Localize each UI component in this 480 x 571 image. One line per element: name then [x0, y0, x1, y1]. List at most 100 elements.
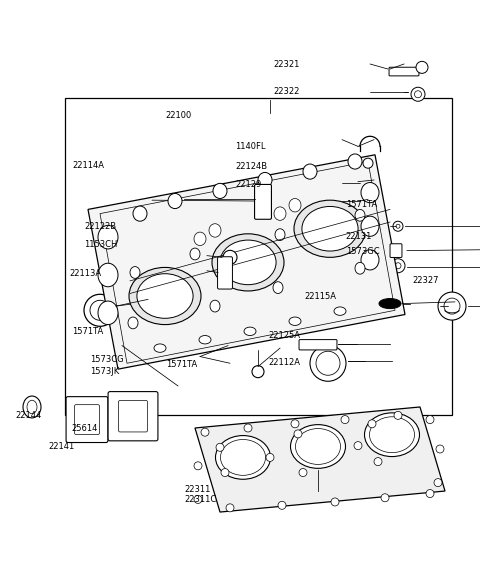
Text: 1153CH: 1153CH	[84, 240, 118, 249]
Text: 1571TA: 1571TA	[166, 360, 197, 369]
Text: 22131: 22131	[346, 232, 372, 241]
Ellipse shape	[154, 344, 166, 352]
Ellipse shape	[127, 343, 133, 349]
Ellipse shape	[274, 207, 286, 220]
Ellipse shape	[90, 300, 110, 320]
Ellipse shape	[438, 292, 466, 320]
Ellipse shape	[362, 176, 374, 188]
Ellipse shape	[216, 436, 271, 479]
Ellipse shape	[361, 250, 379, 270]
Ellipse shape	[290, 425, 346, 468]
FancyBboxPatch shape	[389, 67, 419, 76]
Ellipse shape	[201, 428, 209, 436]
Text: 22311: 22311	[185, 485, 211, 494]
Ellipse shape	[434, 478, 442, 486]
Ellipse shape	[289, 317, 301, 325]
Ellipse shape	[199, 336, 211, 344]
FancyBboxPatch shape	[66, 397, 108, 443]
Text: 22327: 22327	[413, 276, 439, 285]
FancyBboxPatch shape	[74, 405, 99, 435]
Ellipse shape	[379, 299, 401, 308]
Text: 22322: 22322	[274, 87, 300, 95]
Text: 1573JK: 1573JK	[90, 367, 120, 376]
Ellipse shape	[98, 301, 118, 324]
Ellipse shape	[210, 300, 220, 312]
FancyBboxPatch shape	[299, 340, 337, 350]
Ellipse shape	[123, 339, 137, 353]
Bar	[65, 98, 452, 415]
Ellipse shape	[137, 274, 193, 318]
Text: 25614: 25614	[71, 424, 97, 433]
Ellipse shape	[130, 267, 140, 278]
Ellipse shape	[194, 496, 202, 504]
Ellipse shape	[365, 180, 371, 185]
Text: 22144: 22144	[15, 411, 42, 420]
Ellipse shape	[194, 232, 206, 246]
Ellipse shape	[310, 345, 346, 381]
Text: 22321: 22321	[274, 60, 300, 69]
Ellipse shape	[363, 158, 373, 168]
Ellipse shape	[98, 226, 118, 249]
Ellipse shape	[278, 501, 286, 509]
Ellipse shape	[220, 440, 265, 475]
Ellipse shape	[194, 462, 202, 470]
Text: 1571TA: 1571TA	[72, 327, 103, 336]
Ellipse shape	[291, 420, 299, 428]
Ellipse shape	[361, 216, 379, 236]
Ellipse shape	[426, 489, 434, 497]
Ellipse shape	[244, 424, 252, 432]
Ellipse shape	[334, 307, 346, 315]
Ellipse shape	[244, 327, 256, 336]
Ellipse shape	[436, 445, 444, 453]
Ellipse shape	[426, 416, 434, 424]
Text: 22124B: 22124B	[235, 162, 267, 171]
Ellipse shape	[289, 199, 301, 212]
Ellipse shape	[128, 317, 138, 329]
Ellipse shape	[411, 87, 425, 101]
Ellipse shape	[294, 430, 302, 438]
Text: 1140FL: 1140FL	[235, 142, 266, 151]
Ellipse shape	[368, 420, 376, 428]
Ellipse shape	[23, 396, 41, 418]
Ellipse shape	[341, 416, 349, 424]
Ellipse shape	[84, 294, 116, 326]
Ellipse shape	[129, 267, 201, 324]
Ellipse shape	[98, 263, 118, 287]
Ellipse shape	[361, 183, 379, 203]
Polygon shape	[195, 407, 445, 512]
Text: 1573GC: 1573GC	[346, 247, 379, 256]
Ellipse shape	[331, 498, 339, 506]
Text: 22113A: 22113A	[70, 269, 102, 278]
Text: 1573CG: 1573CG	[90, 355, 124, 364]
Ellipse shape	[391, 259, 405, 273]
Ellipse shape	[365, 198, 371, 204]
Ellipse shape	[396, 224, 400, 228]
Ellipse shape	[273, 282, 283, 293]
Ellipse shape	[216, 443, 224, 451]
Text: 22122B: 22122B	[84, 223, 116, 231]
Ellipse shape	[133, 206, 147, 221]
Ellipse shape	[316, 351, 340, 375]
Text: 22114A: 22114A	[72, 161, 104, 170]
Ellipse shape	[355, 263, 365, 274]
Ellipse shape	[212, 234, 284, 291]
Ellipse shape	[275, 229, 285, 240]
Text: 22112A: 22112A	[269, 358, 301, 367]
Ellipse shape	[381, 494, 389, 502]
Ellipse shape	[393, 221, 403, 231]
Ellipse shape	[294, 200, 366, 258]
Ellipse shape	[395, 263, 401, 269]
Text: 1571TA: 1571TA	[346, 200, 377, 210]
Ellipse shape	[354, 441, 362, 449]
Ellipse shape	[394, 411, 402, 419]
Ellipse shape	[444, 298, 460, 314]
Ellipse shape	[258, 172, 272, 187]
Text: 22311C: 22311C	[185, 494, 217, 504]
Ellipse shape	[223, 250, 237, 264]
Ellipse shape	[348, 154, 362, 169]
Ellipse shape	[209, 224, 221, 237]
FancyBboxPatch shape	[119, 400, 147, 432]
FancyBboxPatch shape	[108, 392, 158, 441]
Ellipse shape	[226, 504, 234, 512]
Polygon shape	[88, 155, 405, 369]
